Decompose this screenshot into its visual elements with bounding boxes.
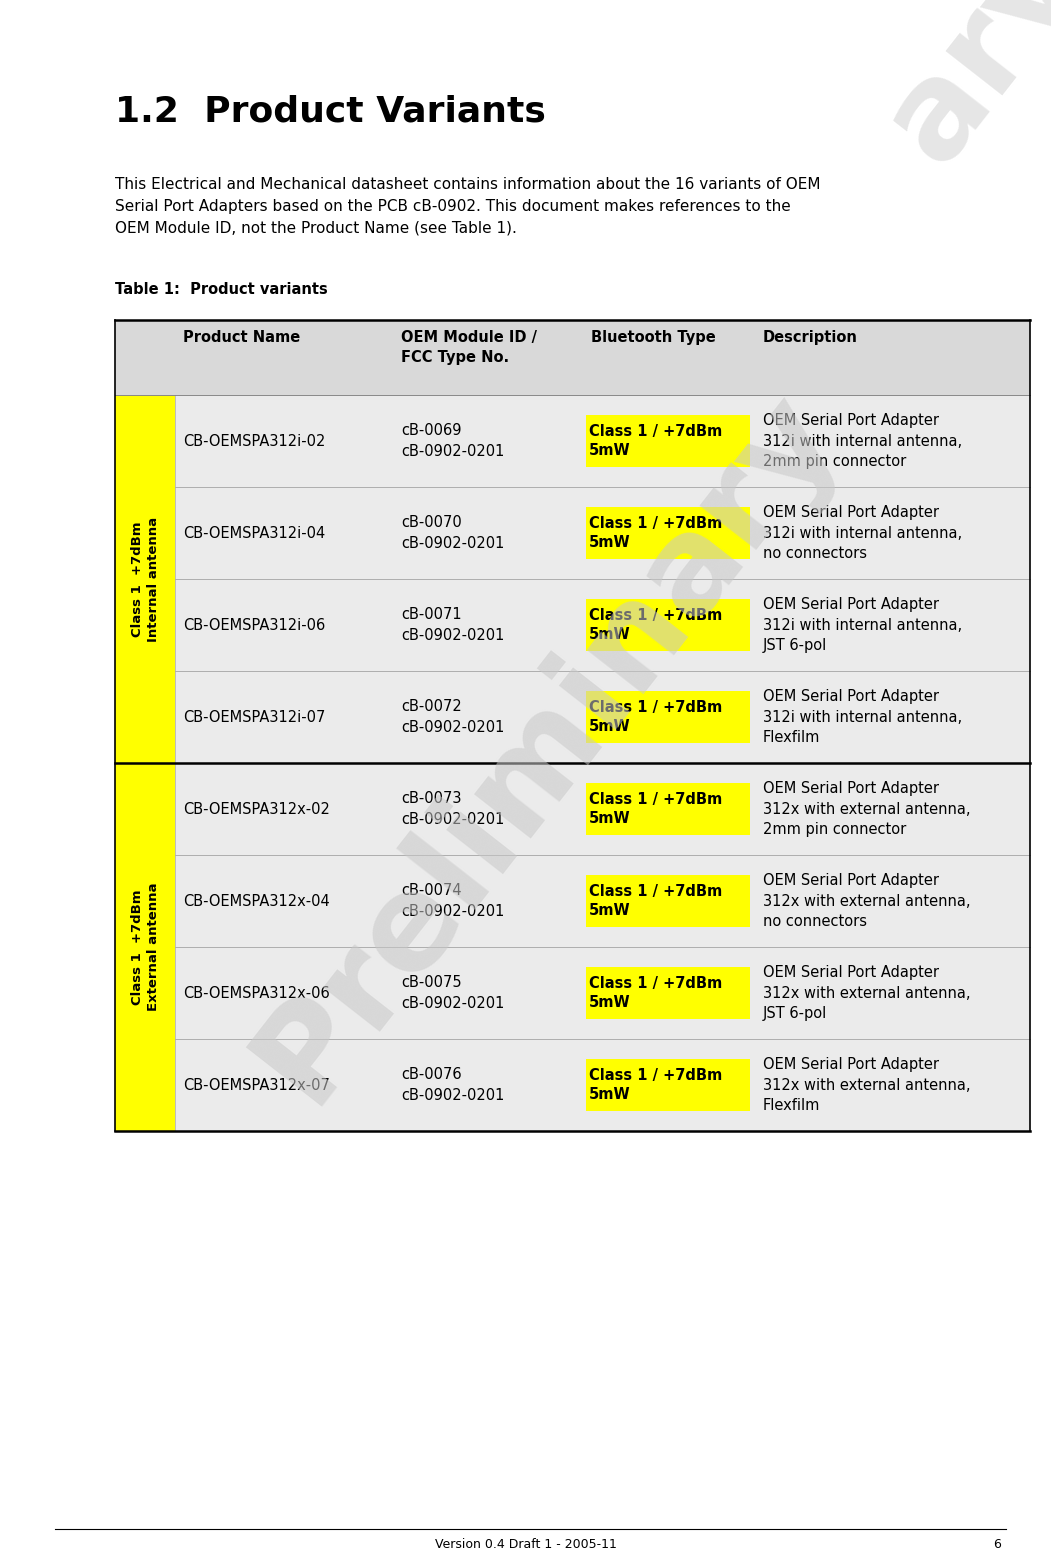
Bar <box>115 855 1030 948</box>
Text: OEM Module ID /
FCC Type No.: OEM Module ID / FCC Type No. <box>401 329 537 365</box>
Text: cB-0069
cB-0902-0201: cB-0069 cB-0902-0201 <box>401 423 504 459</box>
Text: CB-OEMSPA312x-04: CB-OEMSPA312x-04 <box>183 893 330 909</box>
Bar <box>115 763 176 1132</box>
Text: cB-0071
cB-0902-0201: cB-0071 cB-0902-0201 <box>401 607 504 643</box>
Text: cB-0072
cB-0902-0201: cB-0072 cB-0902-0201 <box>401 699 504 735</box>
Text: Class 1 / +7dBm
5mW: Class 1 / +7dBm 5mW <box>589 1068 722 1102</box>
Text: OEM Serial Port Adapter
312x with external antenna,
no connectors: OEM Serial Port Adapter 312x with extern… <box>763 873 970 929</box>
Text: 1.2  Product Variants: 1.2 Product Variants <box>115 95 545 130</box>
Text: OEM Serial Port Adapter
312i with internal antenna,
Flexfilm: OEM Serial Port Adapter 312i with intern… <box>763 688 962 745</box>
Bar <box>586 1058 750 1111</box>
Bar <box>586 599 750 651</box>
Bar <box>586 415 750 467</box>
Text: Table 1:  Product variants: Table 1: Product variants <box>115 283 328 297</box>
Text: Class 1 / +7dBm
5mW: Class 1 / +7dBm 5mW <box>589 791 722 826</box>
Text: Class 1  +7dBm
External antenna: Class 1 +7dBm External antenna <box>130 884 160 1012</box>
Text: Class 1 / +7dBm
5mW: Class 1 / +7dBm 5mW <box>589 884 722 918</box>
Text: cB-0075
cB-0902-0201: cB-0075 cB-0902-0201 <box>401 976 504 1010</box>
Text: OEM Serial Port Adapter
312i with internal antenna,
no connectors: OEM Serial Port Adapter 312i with intern… <box>763 506 962 560</box>
Bar <box>115 1040 1030 1132</box>
Text: CB-OEMSPA312x-06: CB-OEMSPA312x-06 <box>183 985 330 1001</box>
Text: Class 1 / +7dBm
5mW: Class 1 / +7dBm 5mW <box>589 607 722 643</box>
Text: ary: ary <box>862 0 1051 187</box>
Text: Bluetooth Type: Bluetooth Type <box>591 329 716 345</box>
Bar <box>115 763 1030 855</box>
Text: cB-0074
cB-0902-0201: cB-0074 cB-0902-0201 <box>401 884 504 919</box>
Text: This Electrical and Mechanical datasheet contains information about the 16 varia: This Electrical and Mechanical datasheet… <box>115 176 821 236</box>
Text: OEM Serial Port Adapter
312x with external antenna,
2mm pin connector: OEM Serial Port Adapter 312x with extern… <box>763 780 970 837</box>
Bar <box>586 966 750 1019</box>
Text: CB-OEMSPA312i-07: CB-OEMSPA312i-07 <box>183 710 326 724</box>
Text: Preliminary: Preliminary <box>231 367 862 1124</box>
Text: Product Name: Product Name <box>183 329 301 345</box>
Bar <box>115 395 1030 487</box>
Text: CB-OEMSPA312i-04: CB-OEMSPA312i-04 <box>183 526 325 540</box>
Text: OEM Serial Port Adapter
312i with internal antenna,
2mm pin connector: OEM Serial Port Adapter 312i with intern… <box>763 414 962 468</box>
Text: cB-0070
cB-0902-0201: cB-0070 cB-0902-0201 <box>401 515 504 551</box>
Text: OEM Serial Port Adapter
312x with external antenna,
Flexfilm: OEM Serial Port Adapter 312x with extern… <box>763 1057 970 1113</box>
Text: OEM Serial Port Adapter
312x with external antenna,
JST 6-pol: OEM Serial Port Adapter 312x with extern… <box>763 965 970 1021</box>
Text: Description: Description <box>763 329 858 345</box>
Bar <box>115 487 1030 579</box>
Text: 6: 6 <box>993 1538 1001 1552</box>
Text: cB-0076
cB-0902-0201: cB-0076 cB-0902-0201 <box>401 1068 504 1102</box>
Bar <box>586 876 750 927</box>
Text: CB-OEMSPA312i-02: CB-OEMSPA312i-02 <box>183 434 326 448</box>
Text: CB-OEMSPA312i-06: CB-OEMSPA312i-06 <box>183 618 325 632</box>
Text: Class 1 / +7dBm
5mW: Class 1 / +7dBm 5mW <box>589 423 722 459</box>
Text: OEM Serial Port Adapter
312i with internal antenna,
JST 6-pol: OEM Serial Port Adapter 312i with intern… <box>763 598 962 652</box>
Text: Class 1 / +7dBm
5mW: Class 1 / +7dBm 5mW <box>589 699 722 734</box>
Text: CB-OEMSPA312x-02: CB-OEMSPA312x-02 <box>183 801 330 816</box>
Bar <box>586 784 750 835</box>
Text: Class 1 / +7dBm
5mW: Class 1 / +7dBm 5mW <box>589 515 722 551</box>
Bar <box>115 948 1030 1040</box>
Text: cB-0073
cB-0902-0201: cB-0073 cB-0902-0201 <box>401 791 504 827</box>
Text: CB-OEMSPA312x-07: CB-OEMSPA312x-07 <box>183 1077 330 1093</box>
Bar <box>115 671 1030 763</box>
Bar <box>586 692 750 743</box>
Text: Version 0.4 Draft 1 - 2005-11: Version 0.4 Draft 1 - 2005-11 <box>434 1538 617 1552</box>
Text: Class 1 / +7dBm
5mW: Class 1 / +7dBm 5mW <box>589 976 722 1010</box>
Text: Class 1  +7dBm
Internal antenna: Class 1 +7dBm Internal antenna <box>130 517 160 642</box>
Bar <box>115 320 1030 395</box>
Bar <box>115 395 176 763</box>
Bar <box>115 579 1030 671</box>
Bar <box>586 507 750 559</box>
